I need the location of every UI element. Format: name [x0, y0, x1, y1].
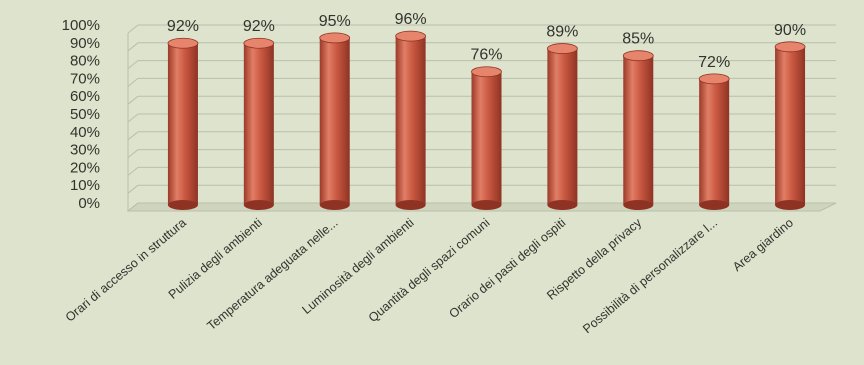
bar-base [623, 200, 654, 210]
bar [395, 30, 427, 210]
y-tick-label: 30% [70, 142, 100, 159]
bar [622, 50, 654, 210]
y-tick-label: 50% [70, 106, 100, 123]
bar [243, 37, 275, 210]
x-tick-label: Quantità degli spazi comuni [366, 216, 493, 325]
x-tick-label: Orari di accesso in struttura [63, 216, 189, 325]
gridline-side [127, 78, 139, 87]
bar-base [395, 200, 426, 210]
bar-top [698, 73, 730, 85]
bar [546, 43, 578, 210]
data-label: 76% [470, 47, 502, 64]
bar-top [546, 43, 578, 54]
bar-top [243, 37, 275, 49]
bars-layer [167, 30, 806, 210]
bar [774, 41, 806, 210]
bar-top [774, 41, 806, 53]
bar-body [395, 36, 426, 206]
bar-top [167, 37, 199, 49]
data-label: 92% [243, 18, 275, 35]
bar-top [622, 50, 654, 62]
bar-base [775, 200, 806, 210]
bar-base [547, 200, 578, 210]
bar-base [243, 200, 274, 210]
bar-top [471, 66, 502, 78]
data-label: 72% [698, 54, 730, 71]
bar-body [167, 43, 198, 205]
gridline-side [127, 95, 139, 105]
gridline-side [127, 60, 139, 69]
data-label: 85% [622, 31, 654, 48]
bar-base [319, 200, 350, 210]
bar-body [699, 78, 730, 205]
bar-body [471, 71, 502, 205]
bar-body [243, 43, 274, 205]
data-label: 90% [774, 22, 806, 39]
data-label: 95% [319, 13, 351, 30]
bar-base [471, 200, 502, 210]
x-tick-label: Possibilità di personalizzare l... [580, 216, 720, 337]
gridline-side [127, 202, 139, 212]
gridline-side [127, 24, 139, 34]
y-tick-label: 100% [62, 17, 100, 34]
bar-top [319, 32, 351, 44]
bar-body [319, 37, 350, 206]
gridline-side [127, 184, 139, 194]
bar [698, 73, 730, 210]
x-tick-label: Temperatura adeguata nelle... [204, 216, 340, 333]
bar-body [775, 46, 806, 205]
bar [319, 32, 351, 210]
data-label: 96% [395, 11, 427, 28]
bar [471, 66, 502, 210]
bar-base [167, 200, 198, 210]
y-tick-label: 70% [70, 70, 100, 87]
y-tick-label: 40% [70, 124, 100, 141]
bar-base [699, 200, 730, 210]
bar [167, 37, 199, 210]
bar-body [623, 55, 654, 206]
gridline-side [127, 42, 139, 52]
y-tick-label: 90% [70, 35, 100, 52]
gridline-side [127, 149, 139, 158]
y-tick-label: 0% [78, 195, 100, 212]
data-label: 92% [167, 18, 199, 35]
gridline-side [127, 113, 139, 123]
y-tick-label: 60% [70, 88, 100, 105]
y-tick-label: 10% [70, 177, 100, 194]
gridline-side [127, 167, 139, 176]
x-tick-label: Area giardino [730, 216, 796, 275]
y-tick-label: 20% [70, 159, 100, 176]
gridline-side [127, 131, 139, 141]
bar-body [547, 48, 578, 205]
bar-top [395, 30, 427, 42]
data-label: 89% [546, 24, 578, 41]
y-tick-label: 80% [70, 53, 100, 70]
